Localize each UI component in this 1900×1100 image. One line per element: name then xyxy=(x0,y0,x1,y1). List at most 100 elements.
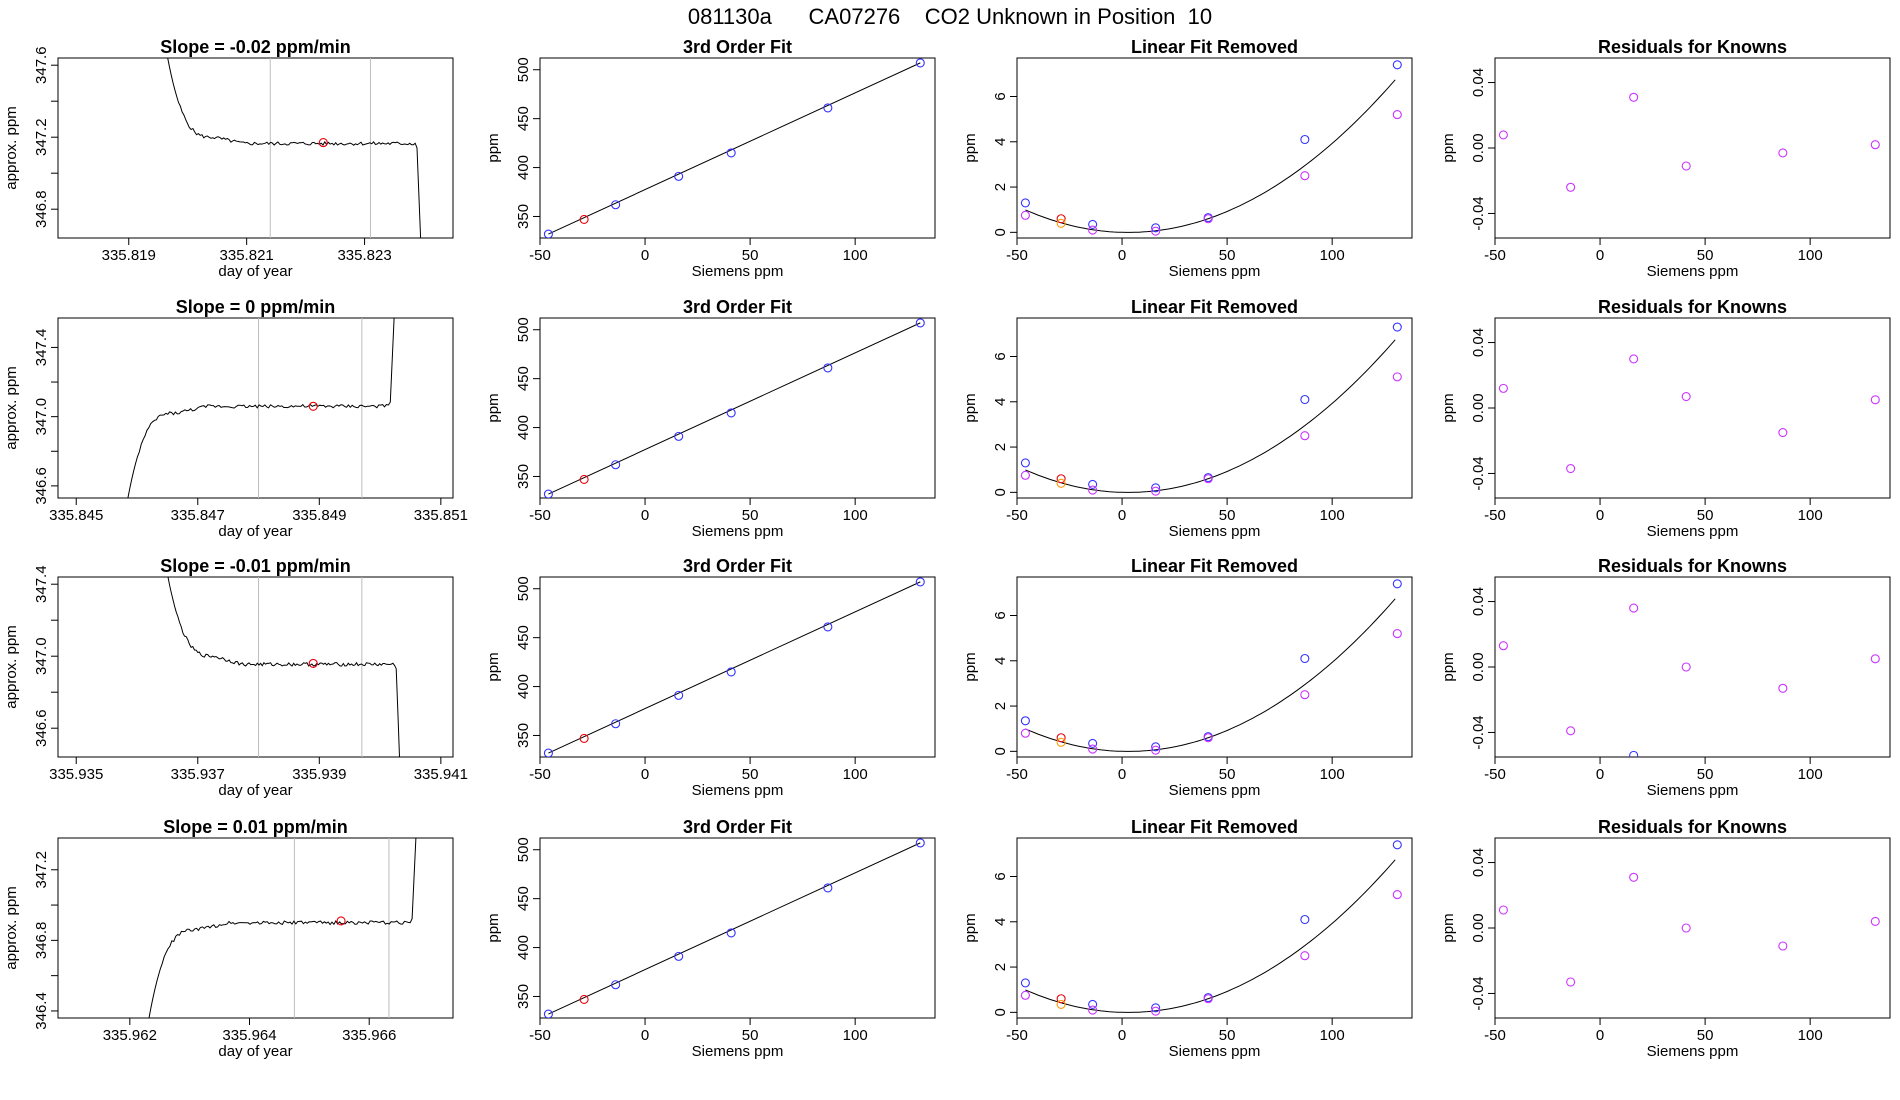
plot-area xyxy=(148,838,417,1018)
plot-r1-lin: Linear Fit Removed -50 0 50 100 0 2 4 6 Siemens p… xyxy=(962,37,1413,280)
x-tick-label: -50 xyxy=(1006,507,1028,524)
y-tick-label: 500 xyxy=(515,317,532,342)
data-point xyxy=(1203,214,1213,224)
plot-title: Slope = -0.02 ppm/min xyxy=(160,37,351,57)
plot-frame xyxy=(1494,317,1891,499)
data-point xyxy=(1020,458,1030,468)
plot-r4-res: Residuals for Knowns -50 0 50 100 -0.04 0.00 0.… xyxy=(1440,817,1891,1060)
data-point xyxy=(1566,463,1576,474)
data-point xyxy=(1151,223,1161,233)
plot-frame xyxy=(539,57,936,239)
y-axis-label: ppm xyxy=(1440,393,1457,422)
data-point xyxy=(1681,662,1691,672)
x-axis-label: Siemens ppm xyxy=(692,782,784,799)
plot-r1-fit: 3rd Order Fit -50 0 50 100 350 400 450 500 Siemen… xyxy=(485,37,936,280)
data-point xyxy=(1088,1005,1098,1015)
data-point xyxy=(915,318,925,328)
data-point xyxy=(1300,134,1310,145)
y-tick-label: 6 xyxy=(992,611,1009,619)
marker-point xyxy=(318,138,328,148)
y-tick-label: 0.00 xyxy=(1470,393,1487,422)
y-tick-label: 2 xyxy=(992,443,1009,451)
data-point xyxy=(1629,354,1639,364)
plot-title: Linear Fit Removed xyxy=(1131,297,1298,317)
data-point xyxy=(1088,485,1098,495)
data-point xyxy=(611,200,621,210)
concentration-trace xyxy=(167,577,400,757)
data-point xyxy=(915,838,925,848)
data-point xyxy=(543,489,553,498)
x-tick-label: 0 xyxy=(1596,1027,1604,1044)
data-point xyxy=(915,577,925,587)
x-axis-label: Siemens ppm xyxy=(1169,523,1261,540)
x-tick-label: 335.962 xyxy=(103,1027,157,1044)
data-point xyxy=(1629,603,1639,613)
x-axis-label: Siemens ppm xyxy=(1169,782,1261,799)
data-point xyxy=(1056,218,1066,228)
x-tick-label: 100 xyxy=(1320,247,1345,264)
plot-area xyxy=(1498,603,1880,757)
data-point xyxy=(1778,941,1788,951)
y-axis-label: ppm xyxy=(485,913,502,942)
y-tick-label: 347.6 xyxy=(33,46,50,84)
y-axis-label: ppm xyxy=(485,393,502,422)
x-tick-label: 100 xyxy=(1320,1027,1345,1044)
data-point xyxy=(1566,182,1576,192)
data-point xyxy=(1088,219,1098,229)
main-title: 081130a CA07276 CO2 Unknown in Position … xyxy=(687,4,1213,29)
data-point xyxy=(1392,372,1402,382)
data-point xyxy=(823,363,833,373)
plot-frame xyxy=(1494,837,1891,1019)
data-point xyxy=(1056,474,1066,484)
data-point xyxy=(1056,737,1066,747)
plot-r1-trace: Slope = -0.02 ppm/min 335.819 335.821 335.8… xyxy=(3,37,454,280)
x-tick-label: 50 xyxy=(742,247,759,264)
data-point xyxy=(1300,914,1310,925)
x-tick-label: 0 xyxy=(1596,507,1604,524)
x-tick-label: 0 xyxy=(1118,247,1126,264)
y-axis-label: ppm xyxy=(1440,652,1457,681)
plot-frame xyxy=(1016,317,1413,499)
y-tick-label: 2 xyxy=(992,963,1009,971)
x-tick-label: 50 xyxy=(1697,1027,1714,1044)
x-tick-label: 50 xyxy=(1697,247,1714,264)
data-point xyxy=(1020,470,1030,480)
data-point xyxy=(1566,977,1576,987)
plot-area xyxy=(543,838,925,1018)
y-tick-label: 0.04 xyxy=(1470,68,1487,97)
plot-area xyxy=(1498,92,1880,192)
y-tick-label: 500 xyxy=(515,837,532,862)
x-tick-label: -50 xyxy=(1484,507,1506,524)
y-axis-label: ppm xyxy=(1440,913,1457,942)
y-tick-label: 347.4 xyxy=(33,565,50,603)
y-tick-label: 0 xyxy=(992,488,1009,496)
plot-title: Residuals for Knowns xyxy=(1598,37,1787,57)
plot-area xyxy=(167,577,400,757)
y-tick-label: 450 xyxy=(515,106,532,131)
plot-title: Slope = 0 ppm/min xyxy=(176,297,336,317)
data-point xyxy=(1056,994,1066,1004)
plot-r4-trace: Slope = 0.01 ppm/min 335.962 335.964 335.96… xyxy=(3,817,454,1060)
y-tick-label: 0.00 xyxy=(1470,913,1487,942)
x-tick-label: 100 xyxy=(843,247,868,264)
plot-title: Linear Fit Removed xyxy=(1131,37,1298,57)
y-axis-label: ppm xyxy=(962,913,979,942)
y-tick-label: 350 xyxy=(515,723,532,748)
marker-point xyxy=(308,401,318,411)
x-tick-label: 100 xyxy=(1798,766,1823,783)
data-point xyxy=(543,1009,553,1018)
x-tick-label: 50 xyxy=(1697,766,1714,783)
data-point xyxy=(1151,742,1161,752)
x-tick-label: 100 xyxy=(1320,507,1345,524)
y-tick-label: 4 xyxy=(992,657,1009,665)
plot-r2-trace: Slope = 0 ppm/min 335.845 335.847 335.849 33… xyxy=(3,297,468,540)
y-axis-label: approx. ppm xyxy=(3,366,20,449)
x-tick-label: 0 xyxy=(641,507,649,524)
plot-area xyxy=(1020,840,1402,1016)
plot-title: 3rd Order Fit xyxy=(683,297,792,317)
plot-r4-lin: Linear Fit Removed -50 0 50 100 0 2 4 6 Siemens p… xyxy=(962,817,1413,1060)
data-point xyxy=(1778,683,1788,693)
y-tick-label: 400 xyxy=(515,155,532,180)
fit-line xyxy=(548,581,921,754)
y-tick-label: 500 xyxy=(515,576,532,601)
